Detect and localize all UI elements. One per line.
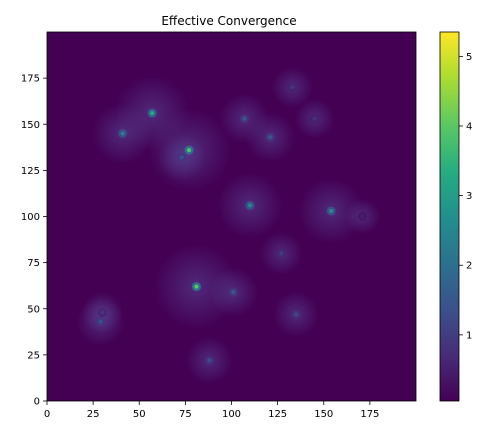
x-tick-label: 75 — [179, 409, 192, 420]
peak-marker — [247, 203, 252, 208]
colorbar-ticks: 1 2 3 4 5 — [459, 52, 472, 341]
peak-marker — [179, 155, 184, 160]
peak-marker — [268, 135, 273, 140]
peak-marker — [194, 284, 199, 289]
y-tick-label: 75 — [27, 258, 40, 269]
peak-marker — [100, 310, 105, 315]
peak-marker — [231, 290, 236, 295]
x-tick-label: 150 — [314, 409, 333, 420]
plot-area — [46, 31, 417, 402]
peak-marker — [312, 116, 317, 121]
y-tick-label: 25 — [27, 350, 40, 361]
x-tick-label: 50 — [133, 409, 146, 420]
x-axis: 0 25 50 75 100 125 150 175 — [44, 401, 379, 420]
y-tick-label: 100 — [21, 212, 40, 223]
peak-halos — [76, 67, 380, 384]
peak-marker — [329, 208, 334, 213]
x-tick-label: 0 — [44, 409, 50, 420]
colorbar-tick-label: 2 — [466, 261, 472, 272]
colorbar-tick-label: 1 — [466, 330, 472, 341]
x-tick-label: 25 — [87, 409, 100, 420]
peak-marker — [279, 251, 284, 256]
colorbar-tick-label: 3 — [466, 191, 472, 202]
peak-marker — [360, 214, 365, 219]
y-tick-label: 150 — [21, 120, 40, 131]
colorbar-gradient — [439, 31, 460, 402]
peak-marker — [294, 312, 299, 317]
x-tick-label: 175 — [360, 409, 379, 420]
peak-marker — [242, 116, 247, 121]
y-tick-label: 0 — [34, 397, 40, 408]
peak-marker — [120, 131, 125, 136]
peak-marker — [290, 85, 295, 90]
y-tick-label: 125 — [21, 166, 40, 177]
x-tick-label: 125 — [268, 409, 287, 420]
peak-marker — [98, 319, 103, 324]
x-tick-label: 100 — [222, 409, 241, 420]
colorbar-tick-label: 5 — [466, 52, 472, 63]
chart-title: Effective Convergence — [161, 14, 296, 28]
peak-marker — [207, 358, 212, 363]
peak-markers — [96, 82, 367, 365]
colorbar-tick-label: 4 — [466, 121, 472, 132]
y-axis: 0 25 50 75 100 125 150 175 — [21, 74, 47, 408]
y-tick-label: 175 — [21, 74, 40, 85]
colorbar: 1 2 3 4 5 — [439, 31, 472, 402]
peak-marker — [150, 111, 155, 116]
y-tick-label: 50 — [27, 304, 40, 315]
peak-marker — [187, 148, 192, 153]
